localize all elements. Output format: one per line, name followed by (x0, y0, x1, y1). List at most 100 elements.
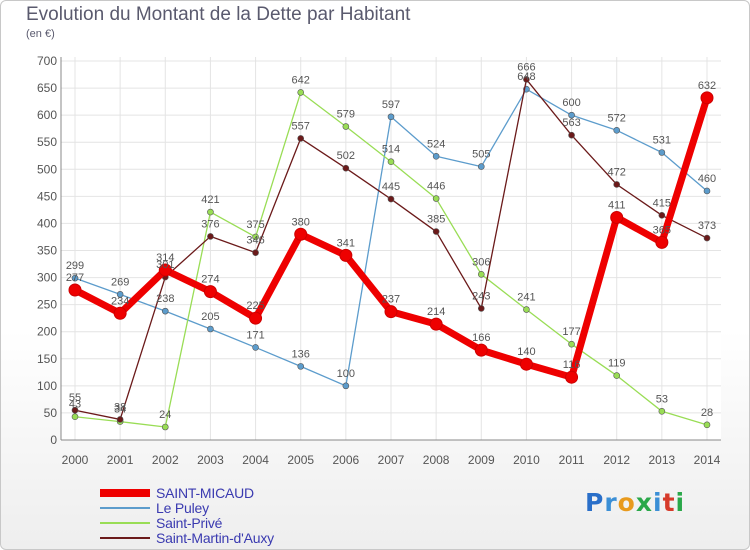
y-tick-label: 100 (37, 379, 57, 393)
x-tick-label: 2013 (649, 453, 676, 467)
data-label: 579 (337, 109, 355, 121)
data-label: 34 (114, 404, 126, 416)
data-label: 563 (562, 117, 580, 129)
data-label: 514 (382, 144, 400, 156)
data-point (252, 249, 259, 256)
legend-item-saint-prive: Saint-Privé (100, 515, 274, 531)
data-point (613, 127, 621, 134)
data-label: 375 (246, 219, 264, 231)
data-point (68, 283, 82, 297)
data-label: 648 (517, 71, 535, 83)
x-tick-label: 2012 (603, 453, 630, 467)
x-tick-label: 2011 (559, 453, 585, 467)
data-label: 642 (292, 74, 310, 86)
x-tick-label: 2014 (694, 453, 721, 467)
data-point (703, 187, 711, 195)
data-label: 274 (201, 274, 219, 286)
legend-swatch (100, 506, 150, 509)
y-tick-label: 350 (37, 244, 57, 258)
data-label: 411 (608, 199, 626, 211)
y-tick-label: 250 (37, 298, 57, 312)
data-label: 243 (472, 290, 490, 302)
data-label: 600 (562, 97, 580, 109)
legend-swatch (100, 521, 150, 524)
data-point (203, 285, 217, 299)
data-point (565, 370, 579, 384)
data-label: 38 (114, 401, 126, 413)
data-point (116, 416, 124, 423)
data-point (613, 181, 621, 188)
data-point (297, 135, 305, 142)
logo-letter: t (662, 488, 676, 517)
y-tick-label: 600 (37, 108, 57, 122)
data-label: 269 (111, 276, 129, 288)
data-label: 380 (292, 216, 310, 228)
data-point (429, 317, 443, 331)
legend-item-saint-micaud: SAINT-MICAUD (100, 485, 274, 501)
data-label: 205 (201, 311, 219, 323)
data-point (477, 305, 485, 312)
legend-item-le-puley: Le Puley (100, 499, 274, 516)
y-tick-label: 400 (37, 216, 57, 230)
legend-swatch (100, 488, 150, 497)
data-point (249, 311, 263, 325)
y-tick-label: 50 (44, 406, 58, 420)
data-label: 376 (201, 218, 219, 230)
data-label: 445 (382, 181, 400, 193)
x-tick-label: 2005 (287, 453, 314, 467)
data-point (519, 357, 533, 371)
data-label: 237 (382, 294, 400, 306)
legend-item-saint-martin-d-auxy: Saint-Martin-d'Auxy (100, 530, 274, 546)
data-point (568, 111, 575, 119)
data-label: 385 (427, 214, 445, 226)
data-label: 666 (517, 61, 535, 73)
data-point (523, 306, 530, 313)
data-point (700, 91, 714, 105)
data-label: 341 (337, 237, 355, 249)
logo-letter: i (653, 488, 663, 517)
data-label: 505 (472, 149, 490, 161)
y-tick-label: 550 (37, 135, 57, 149)
y-tick-label: 650 (37, 81, 57, 95)
legend-label: Le Puley (156, 499, 209, 516)
x-tick-label: 2001 (107, 453, 134, 467)
data-point (71, 406, 79, 414)
data-label: 365 (653, 224, 671, 236)
logo-letter: i (675, 488, 686, 517)
data-label: 241 (517, 292, 535, 304)
data-label: 524 (427, 138, 445, 150)
data-point (432, 228, 440, 235)
data-point (252, 344, 259, 351)
data-point (474, 343, 488, 357)
data-label: 557 (292, 120, 310, 132)
data-label: 632 (698, 80, 716, 92)
data-label: 166 (472, 332, 490, 344)
data-label: 415 (653, 197, 671, 209)
data-label: 314 (156, 252, 174, 264)
data-label: 301 (156, 259, 174, 271)
y-tick-label: 150 (37, 352, 57, 366)
data-point (703, 421, 711, 429)
data-label: 421 (201, 194, 219, 206)
data-point (387, 113, 395, 121)
data-label: 225 (246, 300, 264, 312)
y-tick-label: 500 (37, 162, 57, 176)
chart-subtitle: (en €) (26, 28, 55, 40)
data-label: 100 (337, 368, 355, 380)
x-tick-label: 2003 (197, 453, 224, 467)
data-point (297, 363, 305, 370)
y-tick-label: 300 (37, 271, 57, 285)
data-label: 597 (382, 99, 400, 111)
data-point (568, 340, 575, 348)
legend-swatch (100, 536, 150, 539)
data-point (658, 408, 666, 415)
x-tick-label: 2007 (378, 453, 405, 467)
data-point (387, 158, 395, 166)
data-point (568, 131, 575, 139)
data-point (342, 164, 350, 172)
x-tick-label: 2010 (513, 453, 540, 467)
y-tick-label: 0 (50, 433, 57, 447)
data-label: 572 (608, 112, 626, 124)
data-label: 171 (246, 329, 264, 341)
